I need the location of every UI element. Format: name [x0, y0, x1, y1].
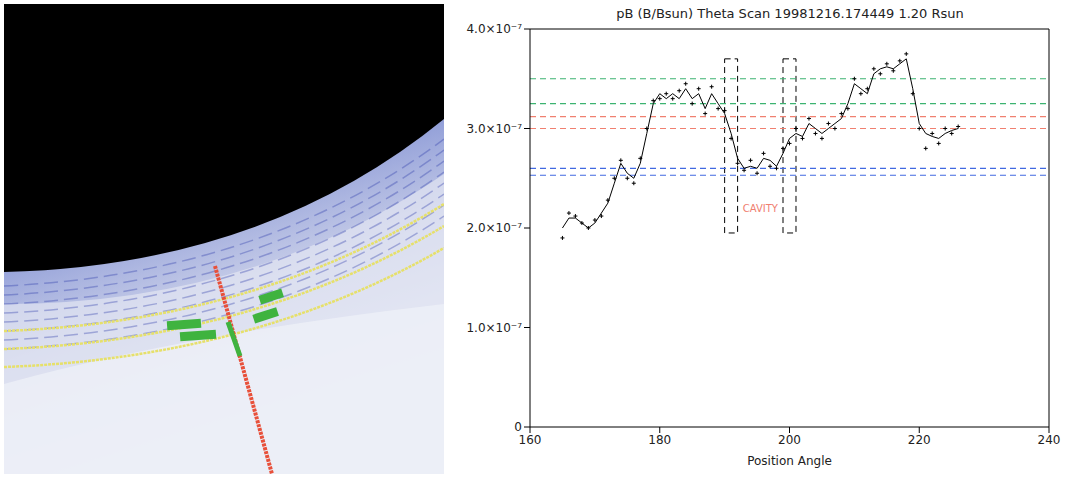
svg-text:1.0×10⁻⁷: 1.0×10⁻⁷ [466, 321, 522, 335]
svg-text:160: 160 [519, 433, 542, 447]
svg-text:Position Angle: Position Angle [747, 454, 832, 468]
svg-text:0: 0 [514, 420, 522, 434]
svg-text:2.0×10⁻⁷: 2.0×10⁻⁷ [466, 221, 522, 235]
html-text:pB (B/Bsun) Theta Scan 1998121: pB (B/Bsun) Theta Scan 19981216.174449 1… [616, 6, 964, 21]
svg-text:4.0×10⁻⁷: 4.0×10⁻⁷ [466, 22, 522, 36]
svg-text:3.0×10⁻⁷: 3.0×10⁻⁷ [466, 122, 522, 136]
svg-text:240: 240 [1038, 433, 1061, 447]
svg-text:180: 180 [648, 433, 671, 447]
svg-text:200: 200 [778, 433, 801, 447]
svg-text:220: 220 [908, 433, 931, 447]
svg-text:CAVITY: CAVITY [743, 203, 779, 214]
